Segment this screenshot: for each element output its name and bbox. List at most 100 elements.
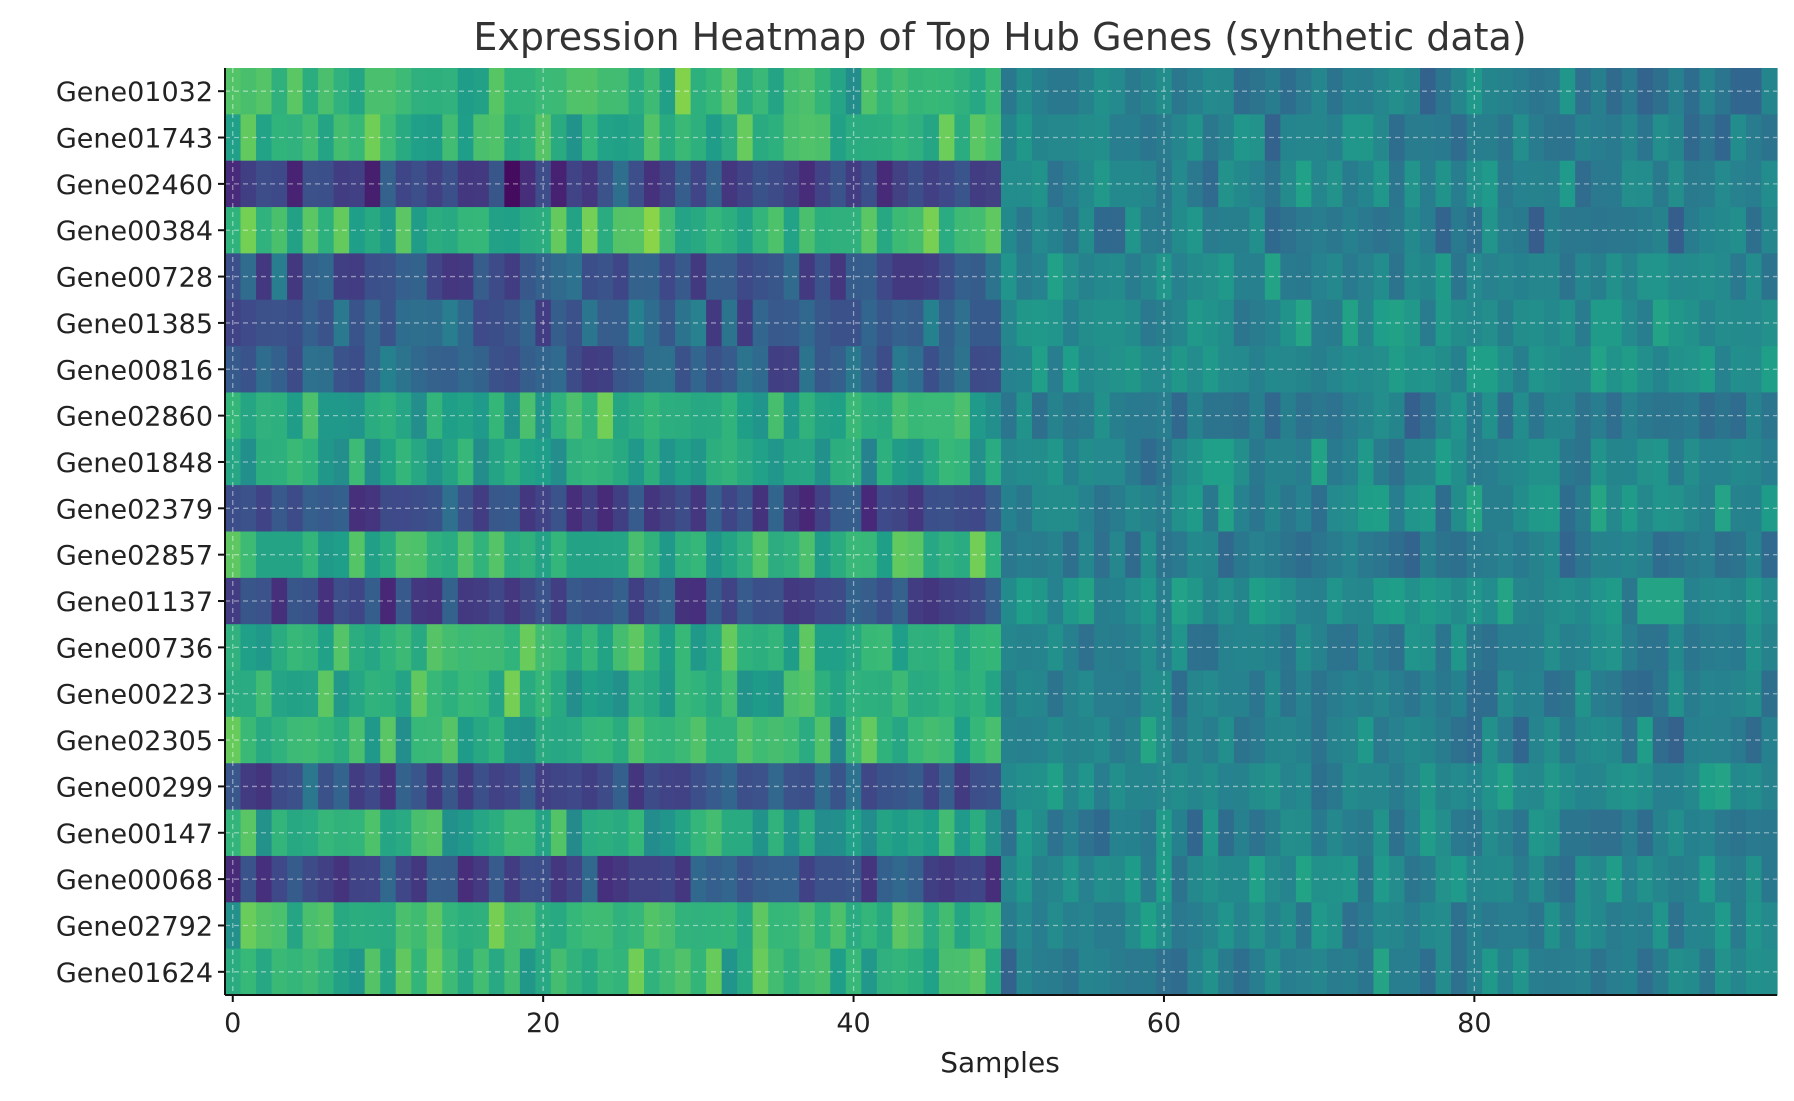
heatmap-cell bbox=[706, 392, 723, 440]
heatmap-cell bbox=[799, 948, 816, 996]
heatmap-cell bbox=[1761, 392, 1778, 440]
heatmap-cell bbox=[597, 577, 614, 625]
heatmap-cell bbox=[1389, 207, 1406, 254]
heatmap-cell bbox=[845, 299, 862, 347]
heatmap-cell bbox=[364, 68, 381, 115]
heatmap-cell bbox=[349, 392, 366, 440]
heatmap-cell bbox=[473, 948, 490, 996]
heatmap-cell bbox=[1218, 438, 1235, 486]
heatmap-cell bbox=[581, 855, 599, 903]
heatmap-cell bbox=[1078, 160, 1095, 208]
heatmap-cell bbox=[752, 438, 769, 486]
heatmap-cell bbox=[1187, 299, 1204, 347]
heatmap-cell bbox=[411, 160, 428, 208]
heatmap-cell bbox=[1140, 855, 1157, 903]
heatmap-cell bbox=[1094, 670, 1111, 718]
heatmap-cell bbox=[861, 763, 878, 811]
heatmap-cell bbox=[954, 624, 971, 672]
heatmap-cell bbox=[504, 114, 521, 162]
heatmap-cell bbox=[1156, 809, 1173, 857]
heatmap-cell bbox=[1233, 485, 1250, 533]
heatmap-cell bbox=[1575, 948, 1592, 996]
heatmap-cell bbox=[1621, 253, 1638, 301]
heatmap-cell bbox=[519, 948, 536, 996]
heatmap-cell bbox=[628, 809, 645, 857]
heatmap-cell bbox=[1016, 485, 1033, 533]
heatmap-cell bbox=[907, 763, 924, 811]
heatmap-cell bbox=[364, 207, 381, 254]
heatmap-cell bbox=[1125, 346, 1142, 394]
heatmap-cell bbox=[1094, 716, 1111, 764]
heatmap-cell bbox=[302, 855, 319, 903]
heatmap-cell bbox=[1652, 670, 1669, 718]
heatmap-cell bbox=[333, 531, 350, 579]
heatmap-cell bbox=[628, 160, 645, 208]
heatmap-cell bbox=[581, 68, 599, 115]
heatmap-cell bbox=[240, 392, 257, 440]
heatmap-cell bbox=[721, 207, 738, 254]
heatmap-cell bbox=[1109, 716, 1126, 764]
heatmap-cell bbox=[1311, 485, 1328, 533]
heatmap-cell bbox=[830, 299, 847, 347]
heatmap-cell bbox=[1125, 253, 1142, 301]
heatmap-cell bbox=[1171, 763, 1188, 811]
heatmap-cell bbox=[1001, 299, 1018, 347]
heatmap-cell bbox=[225, 531, 242, 579]
heatmap-cell bbox=[690, 68, 707, 115]
heatmap-cell bbox=[1420, 809, 1437, 857]
heatmap-cell bbox=[690, 855, 707, 903]
heatmap-cell bbox=[1280, 346, 1297, 394]
heatmap-cell bbox=[1140, 531, 1157, 579]
heatmap-cell bbox=[1109, 670, 1126, 718]
heatmap-cell bbox=[519, 160, 536, 208]
heatmap-cell bbox=[380, 207, 397, 254]
heatmap-cell bbox=[1001, 948, 1018, 996]
heatmap-cell bbox=[969, 624, 987, 672]
heatmap-cell bbox=[1295, 948, 1312, 996]
gene-label: Gene00816 bbox=[56, 355, 213, 386]
heatmap-cell bbox=[1295, 577, 1312, 625]
heatmap-cell bbox=[380, 716, 397, 764]
heatmap-cell bbox=[1109, 114, 1126, 162]
heatmap-cell bbox=[225, 438, 242, 486]
heatmap-cell bbox=[1482, 855, 1499, 903]
heatmap-cell bbox=[1606, 114, 1623, 162]
heatmap-cell bbox=[1171, 716, 1188, 764]
heatmap-cell bbox=[566, 160, 583, 208]
heatmap-cell bbox=[504, 531, 521, 579]
heatmap-cell bbox=[1249, 577, 1266, 625]
heatmap-cell bbox=[659, 114, 676, 162]
heatmap-cell bbox=[830, 948, 847, 996]
heatmap-cell bbox=[923, 114, 940, 162]
heatmap-cell bbox=[845, 438, 862, 486]
heatmap-cell bbox=[690, 438, 707, 486]
heatmap-cell bbox=[1590, 299, 1607, 347]
heatmap-cell bbox=[271, 577, 288, 625]
heatmap-cell bbox=[426, 68, 443, 115]
heatmap-cell bbox=[488, 160, 505, 208]
heatmap-cell bbox=[1466, 253, 1483, 301]
heatmap-cell bbox=[1218, 114, 1235, 162]
heatmap-cell bbox=[752, 902, 769, 950]
heatmap-cell bbox=[519, 716, 536, 764]
heatmap-cell bbox=[1652, 346, 1669, 394]
heatmap-cell bbox=[1497, 902, 1514, 950]
heatmap-cell bbox=[1466, 207, 1483, 254]
heatmap-cell bbox=[1342, 716, 1359, 764]
heatmap-cell bbox=[1078, 809, 1095, 857]
heatmap-cell bbox=[814, 207, 831, 254]
heatmap-cell bbox=[1420, 902, 1437, 950]
heatmap-cell bbox=[597, 670, 614, 718]
heatmap-cell bbox=[1047, 68, 1064, 115]
heatmap-cell bbox=[659, 670, 676, 718]
heatmap-cell bbox=[1171, 485, 1188, 533]
gene-label: Gene01032 bbox=[56, 77, 213, 108]
heatmap-cell bbox=[1451, 160, 1468, 208]
heatmap-cell bbox=[845, 670, 862, 718]
heatmap-cell bbox=[566, 948, 583, 996]
heatmap-cell bbox=[1761, 531, 1778, 579]
heatmap-cell bbox=[225, 346, 242, 394]
heatmap-cell bbox=[1528, 299, 1545, 347]
heatmap-cell bbox=[1466, 392, 1483, 440]
heatmap-cell bbox=[364, 624, 381, 672]
